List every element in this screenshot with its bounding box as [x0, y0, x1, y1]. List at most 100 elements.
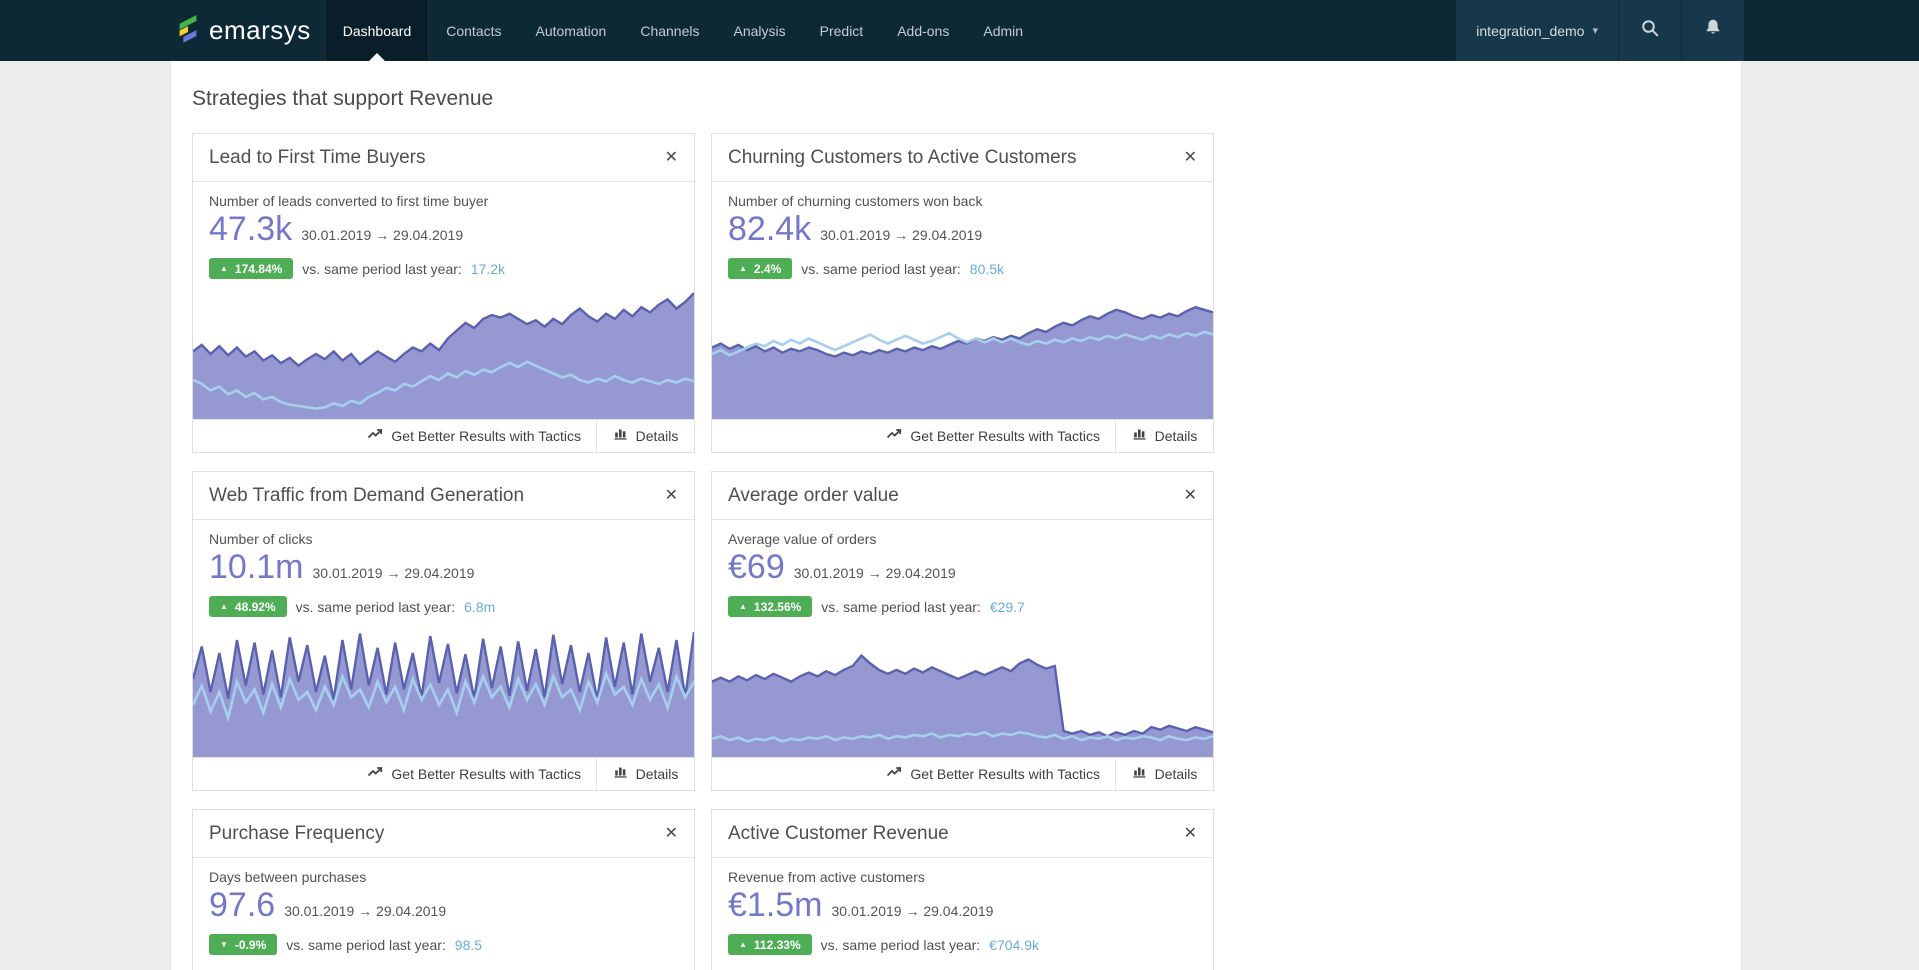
comparison-value: €29.7	[989, 598, 1025, 615]
metric-value: 97.6	[209, 886, 276, 924]
badge-row: ▲ 112.33% vs. same period last year: €70…	[728, 934, 1197, 955]
tactics-label: Get Better Results with Tactics	[910, 428, 1100, 444]
comparison-label: vs. same period last year:	[821, 598, 981, 615]
notifications-button[interactable]	[1681, 0, 1744, 61]
value-row: 47.3k 30.01.2019 → 29.04.2019	[209, 210, 678, 250]
card-title: Web Traffic from Demand Generation	[209, 484, 525, 506]
comparison-label: vs. same period last year:	[302, 260, 462, 277]
nav-item-channels[interactable]: Channels	[623, 0, 716, 61]
metric-description: Number of clicks	[209, 531, 313, 547]
close-icon[interactable]: ✕	[664, 824, 678, 842]
bar-chart-icon	[613, 764, 628, 784]
badge-row: ▲ 174.84% vs. same period last year: 17.…	[209, 258, 678, 279]
tactics-link[interactable]: Get Better Results with Tactics	[712, 420, 1116, 452]
metric-card: Churning Customers to Active Customers ✕…	[711, 133, 1214, 453]
value-row: 97.6 30.01.2019 → 29.04.2019	[209, 886, 678, 926]
tactics-label: Get Better Results with Tactics	[910, 766, 1100, 782]
emarsys-logo-icon	[176, 12, 200, 49]
tactics-link[interactable]: Get Better Results with Tactics	[712, 758, 1116, 790]
card-footer: Get Better Results with Tactics Details	[712, 419, 1213, 452]
date-range: 30.01.2019 → 29.04.2019	[312, 565, 475, 581]
card-title: Active Customer Revenue	[728, 822, 949, 844]
nav-item-label: Contacts	[446, 22, 502, 39]
card-header: Web Traffic from Demand Generation ✕	[193, 472, 694, 520]
navbar-right: integration_demo ▾	[1456, 0, 1744, 61]
value-row: 10.1m 30.01.2019 → 29.04.2019	[209, 548, 678, 588]
date-range: 30.01.2019 → 29.04.2019	[301, 227, 464, 243]
trend-arrow-icon: ▲	[739, 264, 747, 273]
card-body: Number of clicks 10.1m 30.01.2019 → 29.0…	[193, 520, 694, 617]
metric-card: Average order value ✕ Average value of o…	[711, 471, 1214, 791]
nav-item-analysis[interactable]: Analysis	[716, 0, 802, 61]
account-name: integration_demo	[1476, 22, 1585, 39]
details-link[interactable]: Details	[1116, 420, 1213, 452]
metric-description: Days between purchases	[209, 869, 367, 885]
metric-card: Web Traffic from Demand Generation ✕ Num…	[192, 471, 695, 791]
trend-chart	[712, 627, 1213, 757]
date-range: 30.01.2019 → 29.04.2019	[284, 903, 447, 919]
date-range: 30.01.2019 → 29.04.2019	[831, 903, 994, 919]
badge-row: ▼ -0.9% vs. same period last year: 98.5	[209, 934, 678, 955]
account-menu[interactable]: integration_demo ▾	[1456, 0, 1618, 61]
details-label: Details	[1154, 428, 1198, 444]
top-navbar: emarsys Dashboard Contacts Automation Chann…	[0, 0, 1919, 61]
change-badge: ▲ 48.92%	[209, 596, 287, 617]
nav-item-dashboard[interactable]: Dashboard	[324, 0, 430, 61]
comparison-value: 98.5	[454, 936, 483, 953]
close-icon[interactable]: ✕	[1183, 486, 1197, 504]
details-link[interactable]: Details	[597, 420, 694, 452]
change-badge: ▲ 132.56%	[728, 596, 813, 617]
trending-up-icon	[886, 426, 902, 446]
card-footer: Get Better Results with Tactics Details	[193, 419, 694, 452]
badge-row: ▲ 48.92% vs. same period last year: 6.8m	[209, 596, 678, 617]
nav-item-admin[interactable]: Admin	[966, 0, 1040, 61]
tactics-link[interactable]: Get Better Results with Tactics	[193, 420, 597, 452]
nav-item-label: Dashboard	[342, 22, 412, 39]
comparison-label: vs. same period last year:	[801, 260, 961, 277]
bar-chart-icon	[613, 426, 628, 446]
search-icon	[1639, 17, 1661, 44]
search-button[interactable]	[1618, 0, 1681, 61]
card-title: Average order value	[728, 484, 899, 506]
chevron-down-icon: ▾	[1592, 25, 1598, 37]
card-header: Lead to First Time Buyers ✕	[193, 134, 694, 182]
nav-item-predict[interactable]: Predict	[803, 0, 881, 61]
change-percent: 112.33%	[753, 937, 801, 952]
nav-item-label: Automation	[535, 22, 607, 39]
trending-up-icon	[886, 764, 902, 784]
metric-value: 10.1m	[209, 548, 304, 586]
card-title: Churning Customers to Active Customers	[728, 146, 1077, 168]
close-icon[interactable]: ✕	[1183, 824, 1197, 842]
card-header: Average order value ✕	[712, 472, 1213, 520]
comparison-value: €704.9k	[989, 936, 1039, 953]
nav-item-contacts[interactable]: Contacts	[429, 0, 518, 61]
trending-up-icon	[367, 426, 383, 446]
tactics-link[interactable]: Get Better Results with Tactics	[193, 758, 597, 790]
trend-chart	[712, 289, 1213, 419]
trending-up-icon	[367, 764, 383, 784]
trend-arrow-icon: ▲	[739, 602, 747, 611]
close-icon[interactable]: ✕	[664, 486, 678, 504]
metric-card: Purchase Frequency ✕ Days between purcha…	[192, 809, 695, 970]
trend-arrow-icon: ▲	[220, 264, 228, 273]
close-icon[interactable]: ✕	[1183, 148, 1197, 166]
details-link[interactable]: Details	[1116, 758, 1213, 790]
metric-description: Number of churning customers won back	[728, 193, 983, 209]
nav-item-automation[interactable]: Automation	[519, 0, 624, 61]
change-badge: ▲ 174.84%	[209, 258, 294, 279]
emarsys-logo[interactable]: emarsys	[176, 0, 325, 61]
trend-arrow-icon: ▲	[220, 602, 228, 611]
card-header: Purchase Frequency ✕	[193, 810, 694, 858]
trend-chart	[193, 965, 694, 970]
trend-chart	[712, 965, 1213, 970]
card-header: Active Customer Revenue ✕	[712, 810, 1213, 858]
close-icon[interactable]: ✕	[664, 148, 678, 166]
bar-chart-icon	[1132, 764, 1147, 784]
date-range: 30.01.2019 → 29.04.2019	[793, 565, 956, 581]
card-title: Lead to First Time Buyers	[209, 146, 426, 168]
trend-chart	[193, 289, 694, 419]
details-link[interactable]: Details	[597, 758, 694, 790]
nav-item-add-ons[interactable]: Add-ons	[880, 0, 966, 61]
card-title: Purchase Frequency	[209, 822, 385, 844]
tactics-label: Get Better Results with Tactics	[391, 428, 581, 444]
